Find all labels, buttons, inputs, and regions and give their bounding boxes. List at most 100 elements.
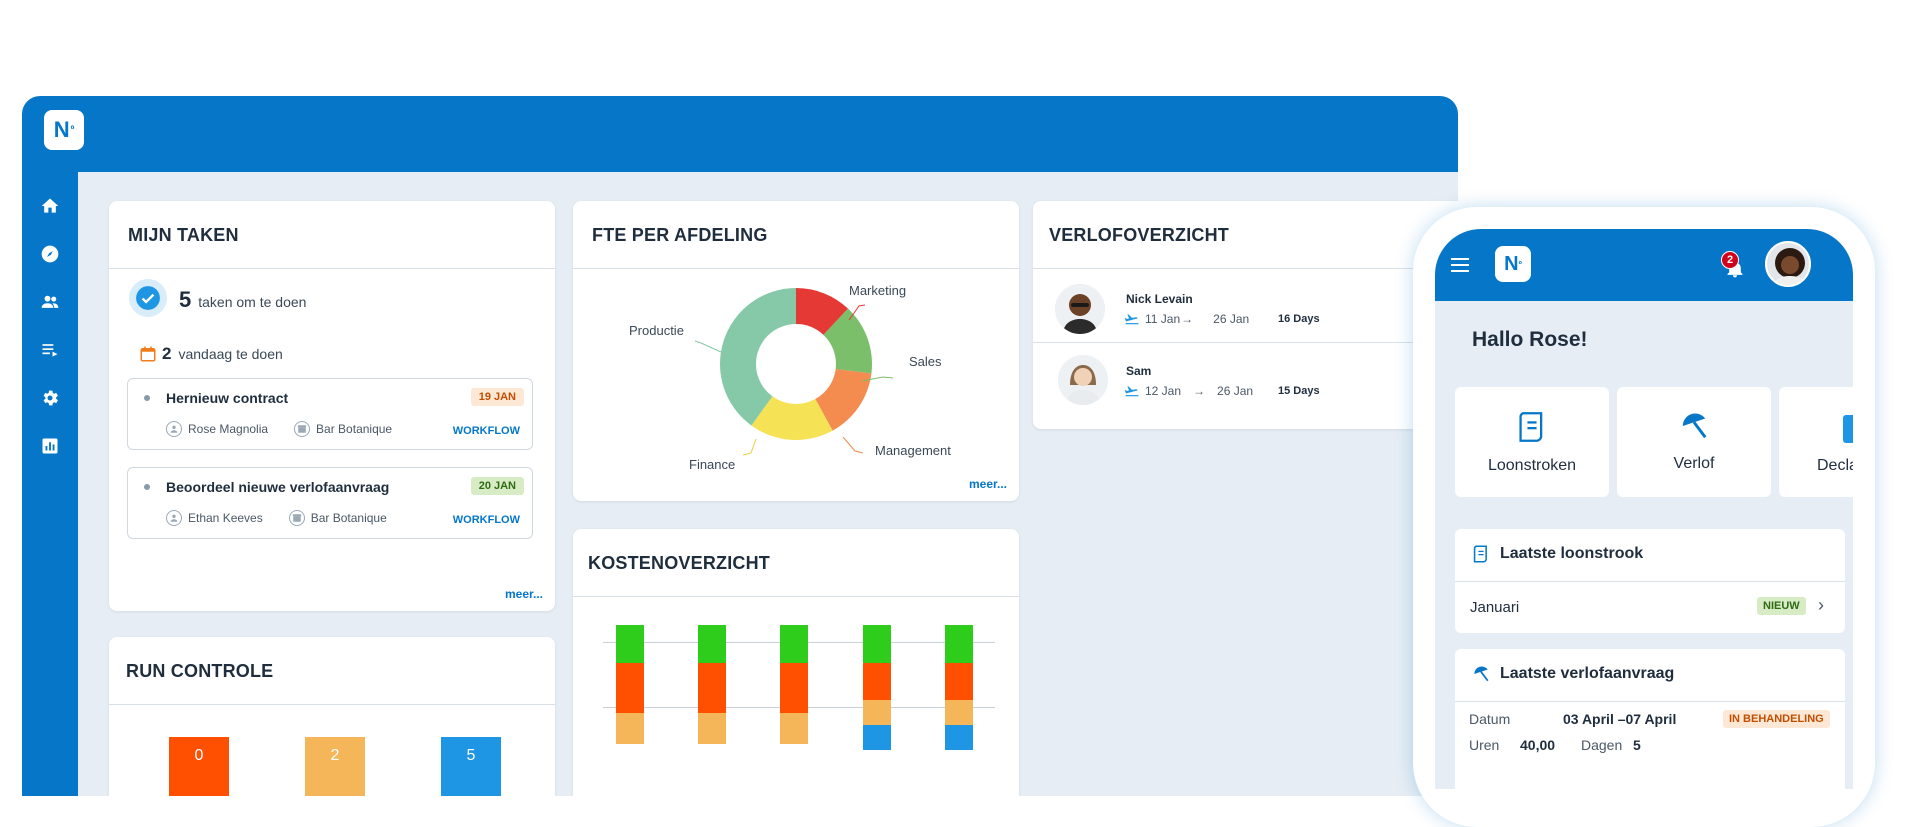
task-item[interactable]: Hernieuw contract 19 JAN Rose Magnolia B… xyxy=(127,378,533,450)
donut-slice-productie[interactable] xyxy=(720,288,796,426)
cost-bar-segment[interactable] xyxy=(945,725,973,750)
cost-card: KOSTENOVERZICHT xyxy=(573,529,1019,796)
task-person: Rose Magnolia xyxy=(188,422,269,436)
cost-bar-segment[interactable] xyxy=(698,625,726,663)
arrow-icon: → xyxy=(1193,384,1206,398)
card-title: Laatste loonstrook xyxy=(1500,545,1644,562)
task-person: Ethan Keeves xyxy=(188,511,263,525)
dagen-label: Dagen xyxy=(1581,737,1623,753)
check-icon xyxy=(129,279,167,317)
cost-bar-segment[interactable] xyxy=(945,700,973,725)
leave-dates: 12 Jan → 26 Jan xyxy=(1125,384,1253,398)
cost-bar-segment[interactable] xyxy=(616,712,644,744)
card-title: VERLOFOVERZICHT xyxy=(1033,201,1458,269)
leave-from: 11 Jan xyxy=(1145,312,1181,326)
card-title: Laatste verlofaanvraag xyxy=(1500,665,1675,682)
payslip-card[interactable]: Laatste loonstrook Januari NIEUW › xyxy=(1455,529,1845,633)
cost-bar-segment[interactable] xyxy=(780,625,808,663)
donut-slice-management[interactable] xyxy=(815,369,872,431)
task-type-link[interactable]: WORKFLOW xyxy=(452,425,520,437)
leave-request-card[interactable]: Laatste verlofaanvraag Datum 03 April –0… xyxy=(1455,649,1845,789)
cost-bar-segment[interactable] xyxy=(945,662,973,700)
arrow-icon: → xyxy=(1181,312,1194,326)
leave-row[interactable]: Nick Levain 11 Jan → 26 Jan 16 Days xyxy=(1033,271,1458,343)
tile-loonstroken[interactable]: Loonstroken xyxy=(1455,387,1609,497)
umbrella-icon xyxy=(1472,665,1490,688)
cost-stacked-bar-chart xyxy=(573,529,1019,796)
leave-row[interactable]: Sam 12 Jan → 26 Jan 15 Days xyxy=(1033,343,1458,415)
cost-bar-segment[interactable] xyxy=(863,700,891,725)
run-bar[interactable]: 5 xyxy=(441,737,501,796)
employee-name: Nick Levain xyxy=(1126,292,1193,306)
avatar xyxy=(1055,284,1105,334)
chart-label-productie: Productie xyxy=(629,323,684,338)
cost-bar-segment[interactable] xyxy=(616,662,644,713)
donut-slice-finance[interactable] xyxy=(751,396,833,440)
avatar[interactable] xyxy=(1765,241,1811,287)
donut-slice-sales[interactable] xyxy=(823,308,872,374)
receipt-icon xyxy=(1473,545,1489,568)
more-link[interactable]: meer... xyxy=(968,477,1007,491)
leave-dates: 11 Jan → 26 Jan xyxy=(1125,312,1249,326)
leave-overview-card: VERLOFOVERZICHT Nick Levain 11 Jan → 26 … xyxy=(1033,201,1458,429)
compass-icon[interactable] xyxy=(22,230,78,278)
chevron-right-icon[interactable]: › xyxy=(1818,595,1824,615)
run-bar[interactable]: 0 xyxy=(169,737,229,796)
todo-summary: 5 taken om te doen xyxy=(179,287,306,313)
todo-label: taken om te doen xyxy=(198,294,307,310)
tile-label: Verlof xyxy=(1673,455,1715,472)
playlist-icon[interactable] xyxy=(22,326,78,374)
task-name: Hernieuw contract xyxy=(166,390,289,406)
home-icon[interactable] xyxy=(22,182,78,230)
leave-days: 16 Days xyxy=(1278,313,1320,325)
cost-bar-segment[interactable] xyxy=(780,662,808,713)
run-control-card: RUN CONTROLE 0 2 5 xyxy=(109,637,555,796)
cost-bar-segment[interactable] xyxy=(863,725,891,750)
gear-icon[interactable] xyxy=(22,374,78,422)
task-meta: Ethan Keeves Bar Botanique xyxy=(166,510,387,526)
card-title: KOSTENOVERZICHT xyxy=(573,529,1019,597)
cost-bar-segment[interactable] xyxy=(616,625,644,663)
donut-slice-marketing[interactable] xyxy=(796,288,849,335)
cost-bar-segment[interactable] xyxy=(863,625,891,663)
datum-value: 03 April –07 April xyxy=(1563,711,1677,727)
avatar xyxy=(1058,355,1108,405)
run-bar-chart: 0 2 5 xyxy=(109,737,555,796)
cost-bar-segment[interactable] xyxy=(780,712,808,744)
umbrella-icon xyxy=(1679,411,1709,446)
sidebar-nav xyxy=(22,182,78,470)
card-title: FTE PER AFDELING xyxy=(573,201,1019,269)
plane-icon xyxy=(1125,386,1139,397)
card-title: RUN CONTROLE xyxy=(109,637,555,705)
task-name: Beoordeel nieuwe verlofaanvraag xyxy=(166,479,390,495)
dagen-value: 5 xyxy=(1633,737,1641,753)
tasks-card: MIJN TAKEN 5 taken om te doen 2 vandaag … xyxy=(109,201,555,611)
date-badge: 19 JAN xyxy=(470,388,524,406)
tile-verlof[interactable]: Verlof xyxy=(1617,387,1771,497)
leave-to: 26 Jan xyxy=(1217,384,1254,398)
more-link[interactable]: meer... xyxy=(504,587,543,601)
people-icon[interactable] xyxy=(22,278,78,326)
chart-label-finance: Finance xyxy=(689,457,736,472)
task-item[interactable]: Beoordeel nieuwe verlofaanvraag 20 JAN E… xyxy=(127,467,533,539)
run-bar[interactable]: 2 xyxy=(305,737,365,796)
task-place: Bar Botanique xyxy=(310,511,387,525)
plane-icon xyxy=(1125,314,1139,325)
bar-chart-icon[interactable] xyxy=(22,422,78,470)
tile-declaraties[interactable]: Decla xyxy=(1779,387,1853,497)
date-badge: 20 JAN xyxy=(470,477,524,495)
today-label: vandaag te doen xyxy=(178,346,283,362)
today-summary: 2 vandaag te doen xyxy=(162,344,283,364)
menu-icon[interactable] xyxy=(1451,257,1469,278)
cost-bar-segment[interactable] xyxy=(698,662,726,713)
cost-bar-segment[interactable] xyxy=(945,625,973,663)
cost-bar-segment[interactable] xyxy=(698,712,726,744)
task-place: Bar Botanique xyxy=(316,422,393,436)
fte-card: FTE PER AFDELING Marketing Sales Managem… xyxy=(573,201,1019,501)
task-type-link[interactable]: WORKFLOW xyxy=(452,514,520,526)
datum-label: Datum xyxy=(1469,711,1511,727)
cost-bar-segment[interactable] xyxy=(863,662,891,700)
